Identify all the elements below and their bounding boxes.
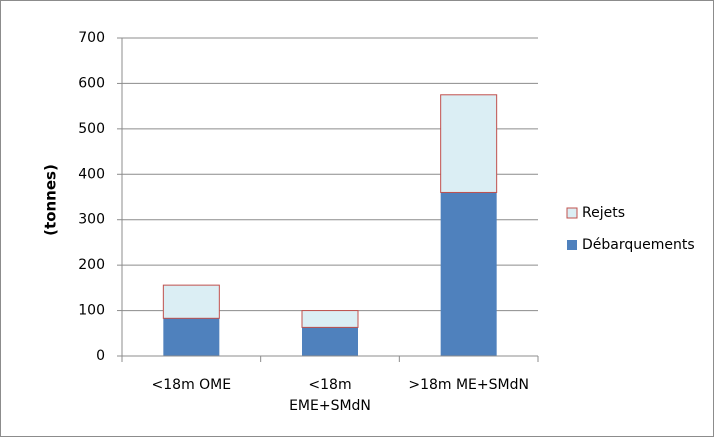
bar-debarquements: [440, 192, 497, 356]
bar-rejets: [301, 310, 359, 328]
y-tick-label: 100: [78, 303, 105, 319]
x-tick-label-line: <18m OME: [152, 377, 232, 393]
bar-debarquements: [163, 318, 220, 356]
bars: [162, 94, 498, 356]
y-tick-label: 200: [78, 257, 105, 273]
y-tick-label: 300: [78, 212, 105, 228]
x-tick-labels: <18m OME <18m EME+SMdN >18m ME+SMdN: [152, 377, 529, 414]
y-tick-label: 600: [78, 75, 105, 91]
y-tick-label: 0: [96, 348, 105, 364]
legend: Rejets Débarquements: [566, 205, 695, 253]
y-tick-label: 500: [78, 121, 105, 137]
y-tick-labels: 0 100 200 300 400 500 600 700: [78, 30, 105, 364]
legend-swatch: [567, 240, 577, 250]
y-tick-label: 400: [78, 166, 105, 182]
y-axis-title: (tonnes): [42, 164, 60, 236]
x-tick-label: <18m OME: [152, 377, 232, 393]
x-tick-label-line: <18m: [308, 377, 351, 393]
legend-label: Débarquements: [582, 237, 695, 253]
x-tick-label-line: EME+SMdN: [289, 398, 371, 414]
axes: [121, 38, 539, 362]
y-tick-label: 700: [78, 30, 105, 46]
x-tick-label-line: >18m ME+SMdN: [408, 377, 529, 393]
x-tick-label: <18m EME+SMdN: [289, 377, 371, 414]
x-tick-label: >18m ME+SMdN: [408, 377, 529, 393]
bar-rejets: [162, 284, 220, 319]
legend-label: Rejets: [582, 205, 625, 221]
legend-swatch: [566, 207, 578, 219]
bar-rejets: [440, 94, 498, 193]
bar-debarquements: [302, 327, 358, 356]
